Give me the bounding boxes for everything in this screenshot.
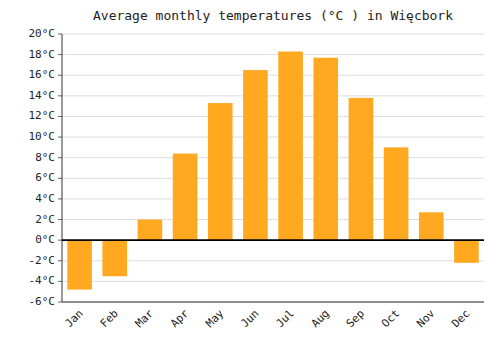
y-tick xyxy=(58,34,62,35)
x-tick-label: Apr xyxy=(168,307,192,331)
y-tick-label: 12°C xyxy=(29,109,56,122)
x-tick-label: Mar xyxy=(133,307,157,331)
y-tick-label: 16°C xyxy=(29,68,56,81)
bar xyxy=(419,212,444,240)
bar xyxy=(349,98,374,240)
chart: Average monthly temperatures (°C ) in Wi… xyxy=(0,0,500,350)
x-tick-label: May xyxy=(203,307,227,331)
x-axis-ticks: Jan Feb Mar Apr May Jun Jul Aug Sep Oct Nov Dec xyxy=(62,307,472,331)
bar xyxy=(173,154,198,241)
y-tick xyxy=(58,281,62,282)
y-tick xyxy=(58,75,62,76)
y-tick xyxy=(58,302,62,303)
grid-line xyxy=(62,157,484,158)
bar xyxy=(208,103,233,240)
y-tick xyxy=(58,178,62,179)
x-axis-line xyxy=(62,302,484,303)
y-tick xyxy=(58,116,62,117)
y-tick-label: 2°C xyxy=(35,213,55,226)
x-tick-label: Oct xyxy=(379,307,402,330)
grid-line xyxy=(62,178,484,179)
bar xyxy=(102,240,127,276)
y-tick-label: 14°C xyxy=(29,89,56,102)
grid xyxy=(62,34,484,302)
x-tick-label: Jul xyxy=(273,307,296,330)
y-tick-label: 20°C xyxy=(29,27,56,40)
grid-line xyxy=(62,240,484,241)
grid-line xyxy=(62,34,484,35)
y-tick-label: 6°C xyxy=(35,171,55,184)
zero-line xyxy=(62,239,484,241)
y-tick-label: 10°C xyxy=(29,130,56,143)
bar xyxy=(243,70,268,240)
y-tick xyxy=(58,260,62,261)
grid-line xyxy=(62,116,484,117)
y-axis-line xyxy=(62,34,63,302)
y-tick xyxy=(58,219,62,220)
grid-line xyxy=(62,302,484,303)
y-tick-label: 0°C xyxy=(35,233,55,246)
y-tick-label: 18°C xyxy=(29,48,56,61)
y-tick xyxy=(58,54,62,55)
y-axis-ticks: -6°C -4°C -2°C 0°C 2°C 4°C 6°C 8°C 10°C 12°C 14°C 1… xyxy=(29,27,63,308)
grid-line xyxy=(62,281,484,282)
y-tick xyxy=(58,157,62,158)
y-tick-label: -2°C xyxy=(29,254,56,267)
y-tick xyxy=(58,240,62,241)
x-tick-label: Sep xyxy=(344,307,367,330)
bars xyxy=(67,52,478,290)
x-tick-label: Jun xyxy=(238,307,261,330)
x-tick-label: Jan xyxy=(62,307,85,330)
bar xyxy=(454,240,479,263)
x-tick-label: Dec xyxy=(449,307,472,330)
grid-line xyxy=(62,137,484,138)
y-tick xyxy=(58,95,62,96)
bar xyxy=(138,220,163,241)
bar xyxy=(313,58,338,240)
y-tick xyxy=(58,198,62,199)
bar xyxy=(278,52,303,241)
chart-container: Average monthly temperatures (°C ) in Wi… xyxy=(0,0,500,350)
y-tick-label: 8°C xyxy=(35,151,55,164)
y-tick-label: 4°C xyxy=(35,192,55,205)
x-tick-label: Aug xyxy=(309,307,332,330)
grid-line xyxy=(62,198,484,199)
y-tick-label: -6°C xyxy=(29,295,56,308)
grid-line xyxy=(62,95,484,96)
grid-line xyxy=(62,54,484,55)
grid-line xyxy=(62,75,484,76)
y-tick xyxy=(58,137,62,138)
bar xyxy=(67,240,92,289)
y-tick-label: -4°C xyxy=(29,274,56,287)
x-tick-label: Nov xyxy=(414,307,438,331)
x-tick-label: Feb xyxy=(98,307,121,330)
title: Average monthly temperatures (°C ) in Wi… xyxy=(93,8,453,23)
bar xyxy=(384,147,409,240)
